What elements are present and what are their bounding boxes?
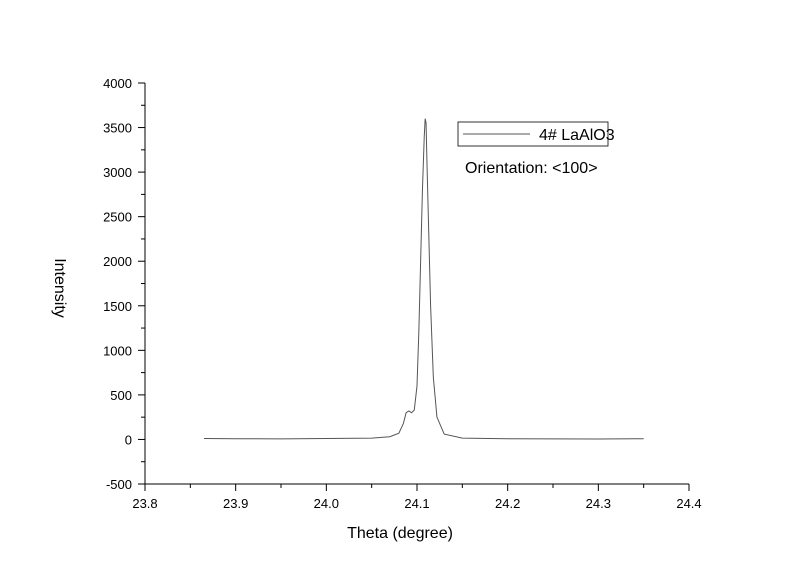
y-tick-label: 500 — [110, 388, 132, 403]
x-tick-label: 24.2 — [495, 496, 520, 511]
legend: 4# LaAlO3 — [457, 121, 615, 147]
series-line-4-laalo3 — [203, 118, 644, 440]
y-axis-label: Intensity — [51, 258, 68, 318]
legend-entry-label: 4# LaAlO3 — [539, 127, 615, 144]
x-tick-label: 24.3 — [586, 496, 611, 511]
y-tick-label: 3500 — [103, 121, 132, 136]
y-tick-label: 0 — [125, 432, 132, 447]
y-tick-label: 1000 — [103, 343, 132, 358]
orientation-annotation: Orientation: <100> — [465, 160, 598, 177]
x-tick-label: 24.4 — [676, 496, 701, 511]
y-tick-label: 1500 — [103, 299, 132, 314]
y-tick-label: 2000 — [103, 254, 132, 269]
x-tick-label: 23.9 — [223, 496, 248, 511]
y-tick-label: -500 — [106, 477, 132, 492]
tick-marks — [138, 82, 690, 491]
x-axis-label: Theta (degree) — [347, 525, 453, 542]
x-tick-label: 24.1 — [404, 496, 429, 511]
x-tick-label: 23.8 — [132, 496, 157, 511]
y-tick-label: 2500 — [103, 210, 132, 225]
x-tick-labels: 23.8 23.9 24.0 24.1 24.2 24.3 24.4 — [132, 496, 701, 511]
y-tick-label: 4000 — [103, 76, 132, 91]
y-tick-labels: -500 0 500 1000 1500 2000 2500 3000 3500 4000 — [103, 76, 132, 492]
y-tick-label: 3000 — [103, 165, 132, 180]
x-tick-label: 24.0 — [314, 496, 339, 511]
series-group — [203, 118, 644, 440]
